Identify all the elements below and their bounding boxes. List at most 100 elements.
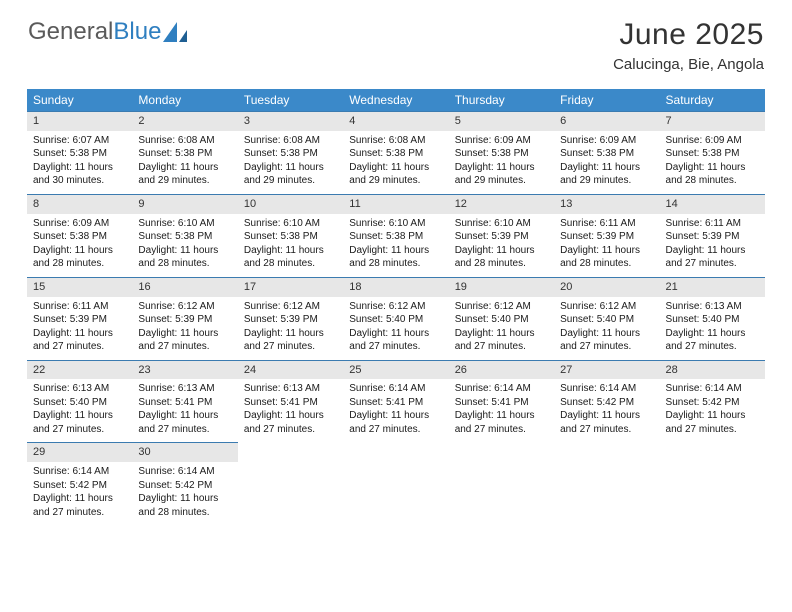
calendar-day-cell: 19Sunrise: 6:12 AMSunset: 5:40 PMDayligh…	[449, 277, 554, 360]
day-details: Sunrise: 6:12 AMSunset: 5:40 PMDaylight:…	[449, 297, 554, 360]
daylight-line: Daylight: 11 hours and 27 minutes.	[244, 327, 337, 354]
day-number: 17	[238, 277, 343, 297]
day-number: 16	[132, 277, 237, 297]
sunset-line: Sunset: 5:38 PM	[244, 147, 337, 161]
sunset-line: Sunset: 5:40 PM	[349, 313, 442, 327]
daylight-line: Daylight: 11 hours and 27 minutes.	[455, 409, 548, 436]
day-number: 29	[27, 442, 132, 462]
title-block: June 2025 Calucinga, Bie, Angola	[613, 18, 764, 73]
day-details: Sunrise: 6:12 AMSunset: 5:40 PMDaylight:…	[343, 297, 448, 360]
day-number: 14	[660, 194, 765, 214]
calendar-week-row: 29Sunrise: 6:14 AMSunset: 5:42 PMDayligh…	[27, 442, 765, 525]
day-details: Sunrise: 6:14 AMSunset: 5:41 PMDaylight:…	[343, 379, 448, 442]
day-details: Sunrise: 6:13 AMSunset: 5:41 PMDaylight:…	[132, 379, 237, 442]
sunrise-line: Sunrise: 6:12 AM	[455, 300, 548, 314]
daylight-line: Daylight: 11 hours and 29 minutes.	[244, 161, 337, 188]
calendar-week-row: 15Sunrise: 6:11 AMSunset: 5:39 PMDayligh…	[27, 277, 765, 360]
day-number: 11	[343, 194, 448, 214]
sunrise-line: Sunrise: 6:08 AM	[349, 134, 442, 148]
day-details: Sunrise: 6:10 AMSunset: 5:38 PMDaylight:…	[343, 214, 448, 277]
sunrise-line: Sunrise: 6:13 AM	[138, 382, 231, 396]
calendar-day-cell: 27Sunrise: 6:14 AMSunset: 5:42 PMDayligh…	[554, 360, 659, 443]
day-number: 10	[238, 194, 343, 214]
logo-sail-icon	[163, 22, 189, 44]
sunset-line: Sunset: 5:39 PM	[244, 313, 337, 327]
day-details: Sunrise: 6:14 AMSunset: 5:42 PMDaylight:…	[27, 462, 132, 525]
day-details: Sunrise: 6:08 AMSunset: 5:38 PMDaylight:…	[132, 131, 237, 194]
calendar-day-cell: 1Sunrise: 6:07 AMSunset: 5:38 PMDaylight…	[27, 111, 132, 194]
daylight-line: Daylight: 11 hours and 27 minutes.	[33, 327, 126, 354]
sunset-line: Sunset: 5:41 PM	[138, 396, 231, 410]
calendar-day-cell: 17 Sunrise: 6:12 AMSunset: 5:39 PMDayligh…	[238, 277, 343, 360]
day-details: Sunrise: 6:10 AMSunset: 5:39 PMDaylight:…	[449, 214, 554, 277]
calendar-day-cell: 16Sunrise: 6:12 AMSunset: 5:39 PMDayligh…	[132, 277, 237, 360]
day-details: Sunrise: 6:08 AMSunset: 5:38 PMDaylight:…	[238, 131, 343, 194]
calendar-day-cell: .....	[238, 442, 343, 525]
day-number: 9	[132, 194, 237, 214]
calendar-day-cell: 5Sunrise: 6:09 AMSunset: 5:38 PMDaylight…	[449, 111, 554, 194]
day-details: Sunrise: 6:13 AMSunset: 5:41 PMDaylight:…	[238, 379, 343, 442]
sunrise-line: Sunrise: 6:10 AM	[349, 217, 442, 231]
sunset-line: Sunset: 5:42 PM	[666, 396, 759, 410]
sunset-line: Sunset: 5:38 PM	[138, 230, 231, 244]
sunrise-line: Sunrise: 6:14 AM	[138, 465, 231, 479]
daylight-line: Daylight: 11 hours and 27 minutes.	[666, 327, 759, 354]
calendar-day-cell: 12Sunrise: 6:10 AMSunset: 5:39 PMDayligh…	[449, 194, 554, 277]
day-details: Sunrise: 6:14 AMSunset: 5:42 PMDaylight:…	[554, 379, 659, 442]
weekday-header: Wednesday	[343, 89, 448, 111]
daylight-line: Daylight: 11 hours and 28 minutes.	[33, 244, 126, 271]
day-details: Sunrise: 6:09 AMSunset: 5:38 PMDaylight:…	[660, 131, 765, 194]
calendar-day-cell: 6Sunrise: 6:09 AMSunset: 5:38 PMDaylight…	[554, 111, 659, 194]
day-number: 22	[27, 360, 132, 380]
sunrise-line: Sunrise: 6:13 AM	[666, 300, 759, 314]
day-number: 25	[343, 360, 448, 380]
calendar-day-cell: 21Sunrise: 6:13 AMSunset: 5:40 PMDayligh…	[660, 277, 765, 360]
day-details: Sunrise: 6:14 AMSunset: 5:42 PMDaylight:…	[660, 379, 765, 442]
day-number: 3	[238, 111, 343, 131]
day-details: Sunrise: 6:09 AMSunset: 5:38 PMDaylight:…	[554, 131, 659, 194]
day-number: 26	[449, 360, 554, 380]
day-details: Sunrise: 6:14 AMSunset: 5:42 PMDaylight:…	[132, 462, 237, 525]
day-number: 2	[132, 111, 237, 131]
sunset-line: Sunset: 5:41 PM	[244, 396, 337, 410]
sunrise-line: Sunrise: 6:12 AM	[349, 300, 442, 314]
sunset-line: Sunset: 5:40 PM	[33, 396, 126, 410]
sunrise-line: Sunrise: 6:13 AM	[33, 382, 126, 396]
day-number: 1	[27, 111, 132, 131]
day-number: 5	[449, 111, 554, 131]
calendar-week-row: 8Sunrise: 6:09 AMSunset: 5:38 PMDaylight…	[27, 194, 765, 277]
day-details: Sunrise: 6:10 AMSunset: 5:38 PMDaylight:…	[238, 214, 343, 277]
day-details: Sunrise: 6:10 AMSunset: 5:38 PMDaylight:…	[132, 214, 237, 277]
calendar-day-cell: 10Sunrise: 6:10 AMSunset: 5:38 PMDayligh…	[238, 194, 343, 277]
sunset-line: Sunset: 5:38 PM	[138, 147, 231, 161]
daylight-line: Daylight: 11 hours and 27 minutes.	[349, 409, 442, 436]
weekday-header-row: SundayMondayTuesdayWednesdayThursdayFrid…	[27, 89, 765, 111]
daylight-line: Daylight: 11 hours and 29 minutes.	[455, 161, 548, 188]
day-number: 18	[343, 277, 448, 297]
calendar-day-cell: 26Sunrise: 6:14 AMSunset: 5:41 PMDayligh…	[449, 360, 554, 443]
day-details: Sunrise: 6:11 AMSunset: 5:39 PMDaylight:…	[27, 297, 132, 360]
calendar-day-cell: 13Sunrise: 6:11 AMSunset: 5:39 PMDayligh…	[554, 194, 659, 277]
day-number: 28	[660, 360, 765, 380]
day-details: Sunrise: 6:09 AMSunset: 5:38 PMDaylight:…	[449, 131, 554, 194]
day-details: Sunrise: 6:13 AMSunset: 5:40 PMDaylight:…	[27, 379, 132, 442]
sunrise-line: Sunrise: 6:13 AM	[244, 382, 337, 396]
sunset-line: Sunset: 5:42 PM	[138, 479, 231, 493]
daylight-line: Daylight: 11 hours and 27 minutes.	[244, 409, 337, 436]
sunrise-line: Sunrise: 6:11 AM	[33, 300, 126, 314]
sunrise-line: Sunrise: 6:09 AM	[33, 217, 126, 231]
day-number: 6	[554, 111, 659, 131]
calendar-day-cell: 4Sunrise: 6:08 AMSunset: 5:38 PMDaylight…	[343, 111, 448, 194]
daylight-line: Daylight: 11 hours and 28 minutes.	[560, 244, 653, 271]
day-number: 13	[554, 194, 659, 214]
sunrise-line: Sunrise: 6:12 AM	[244, 300, 337, 314]
day-number: 12	[449, 194, 554, 214]
sunrise-line: Sunrise: 6:09 AM	[455, 134, 548, 148]
sunset-line: Sunset: 5:38 PM	[455, 147, 548, 161]
calendar-day-cell: 24Sunrise: 6:13 AMSunset: 5:41 PMDayligh…	[238, 360, 343, 443]
day-number: 23	[132, 360, 237, 380]
sunrise-line: Sunrise: 6:10 AM	[138, 217, 231, 231]
daylight-line: Daylight: 11 hours and 27 minutes.	[666, 244, 759, 271]
sunrise-line: Sunrise: 6:09 AM	[666, 134, 759, 148]
sunset-line: Sunset: 5:40 PM	[560, 313, 653, 327]
